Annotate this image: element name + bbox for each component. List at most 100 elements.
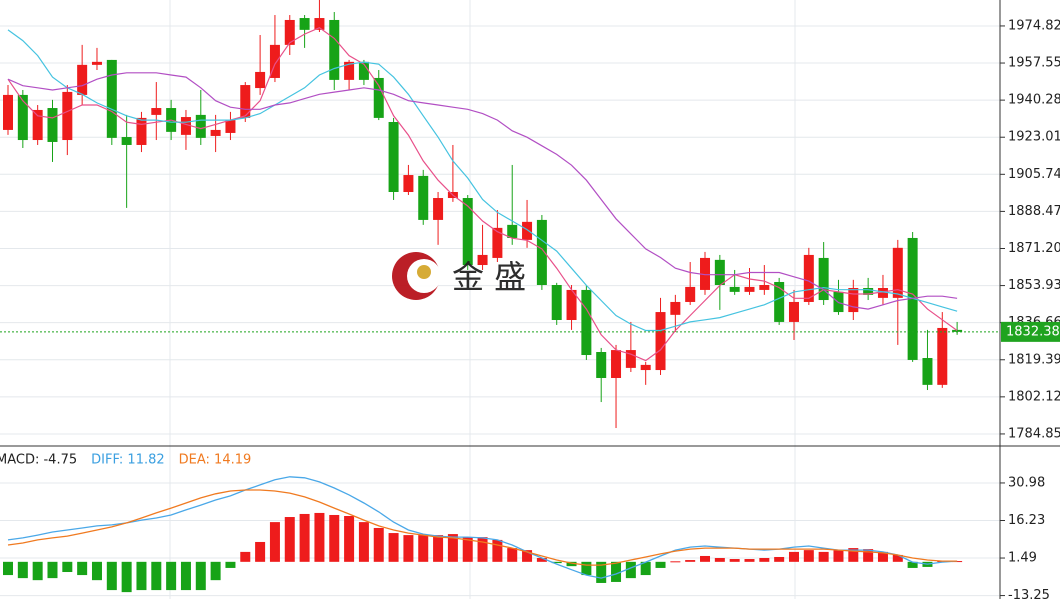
candle-body [700,257,711,290]
macd-bar [91,561,102,581]
candle-body [388,121,399,193]
macd-bar [655,561,666,568]
macd-bar [640,561,651,576]
candle-body [255,71,266,89]
macd-bar [299,513,310,562]
watermark: 金 盛 [392,252,526,300]
macd-bar [3,561,13,576]
macd-bar [833,550,844,562]
macd-bar [596,561,607,583]
candle-body [284,19,295,45]
macd-bar [180,561,191,591]
candle-body [180,117,191,135]
candle-body [477,254,488,266]
macd-bar [536,558,547,562]
line-series [7,27,958,362]
candle-body [314,18,325,30]
candle-body [418,175,429,220]
y-tick-label: 1888.47 [1008,204,1060,219]
candle-body [210,129,221,136]
y-tick-label: 30.98 [1008,475,1045,490]
macd-bar [611,561,622,582]
candle-body [492,227,503,258]
macd-bar [106,561,117,591]
macd-bar [358,522,369,562]
macd-bar [151,561,162,591]
candle-body [729,286,740,292]
candle-body [685,286,696,302]
macd-bar [269,522,280,562]
macd-legend: DIFF: 11.82 [91,453,165,468]
candle-body [77,64,88,95]
y-tick-label: 1784.85 [1008,426,1060,441]
macd-bar [255,541,266,562]
macd-bar [121,561,132,593]
candle-body [136,117,147,145]
macd-bar [759,558,770,562]
y-tick-label: 1923.01 [1008,130,1060,145]
candle-body [907,237,918,360]
line-series [7,489,958,566]
y-tick-label: 1974.82 [1008,18,1060,33]
y-tick-label: 1871.20 [1008,241,1060,256]
candle-body [759,284,770,290]
line-series [7,72,958,310]
macd-bar [744,559,755,562]
macd-bar [195,561,206,591]
candle-body [581,289,592,356]
y-tick-label: 1.49 [1008,551,1037,566]
macd-bar [32,561,43,581]
candle-body [551,284,562,321]
candle-body [91,61,102,65]
candle-body [655,312,666,371]
candle-body [106,59,117,138]
candle-body [195,114,206,138]
macd-bar [62,561,73,573]
macd-bar [240,551,251,562]
macd-legend: MACD: -4.75 [0,453,77,468]
macd-bar [848,548,859,562]
macd-bar [818,551,829,562]
macd-bar [877,551,888,562]
macd-bar [714,558,725,562]
macd-bar [907,561,918,568]
candle-body [344,61,355,80]
candle-body [269,44,280,78]
macd-bar [685,560,696,562]
candle-body [863,288,874,295]
macd-bar [566,561,577,567]
candle-body [121,137,132,145]
macd-bar [447,534,458,562]
candle-body [225,120,236,133]
macd-bar [284,517,295,562]
candle-body [952,329,963,332]
y-tick-label: 1957.55 [1008,56,1060,71]
candle-body [62,91,73,141]
y-tick-label: 16.23 [1008,513,1045,528]
candle-body [522,221,533,240]
y-tick-label: -13.25 [1008,588,1050,599]
y-tick-label: 1802.12 [1008,389,1060,404]
macd-bar [403,535,414,562]
candle-body [47,108,58,142]
line-series [7,476,958,579]
candle-body [818,257,829,301]
macd-bar [329,514,340,562]
watermark-text: 金 盛 [452,258,526,296]
y-tick-label: 1940.28 [1008,93,1060,108]
candle-body [774,281,785,322]
candle-body [536,219,547,285]
candle-body [848,288,859,313]
last-price-box [1001,321,1060,342]
line-series [7,29,958,332]
macd-bar [418,535,429,562]
candle-body [937,327,948,385]
macd-bar [788,551,799,562]
macd-bar [700,555,711,562]
candle-body [151,108,162,115]
macd-bar [373,527,384,562]
last-price-label: 1832.38 [1006,324,1060,339]
candle-body [240,85,251,118]
candle-body [433,198,444,220]
